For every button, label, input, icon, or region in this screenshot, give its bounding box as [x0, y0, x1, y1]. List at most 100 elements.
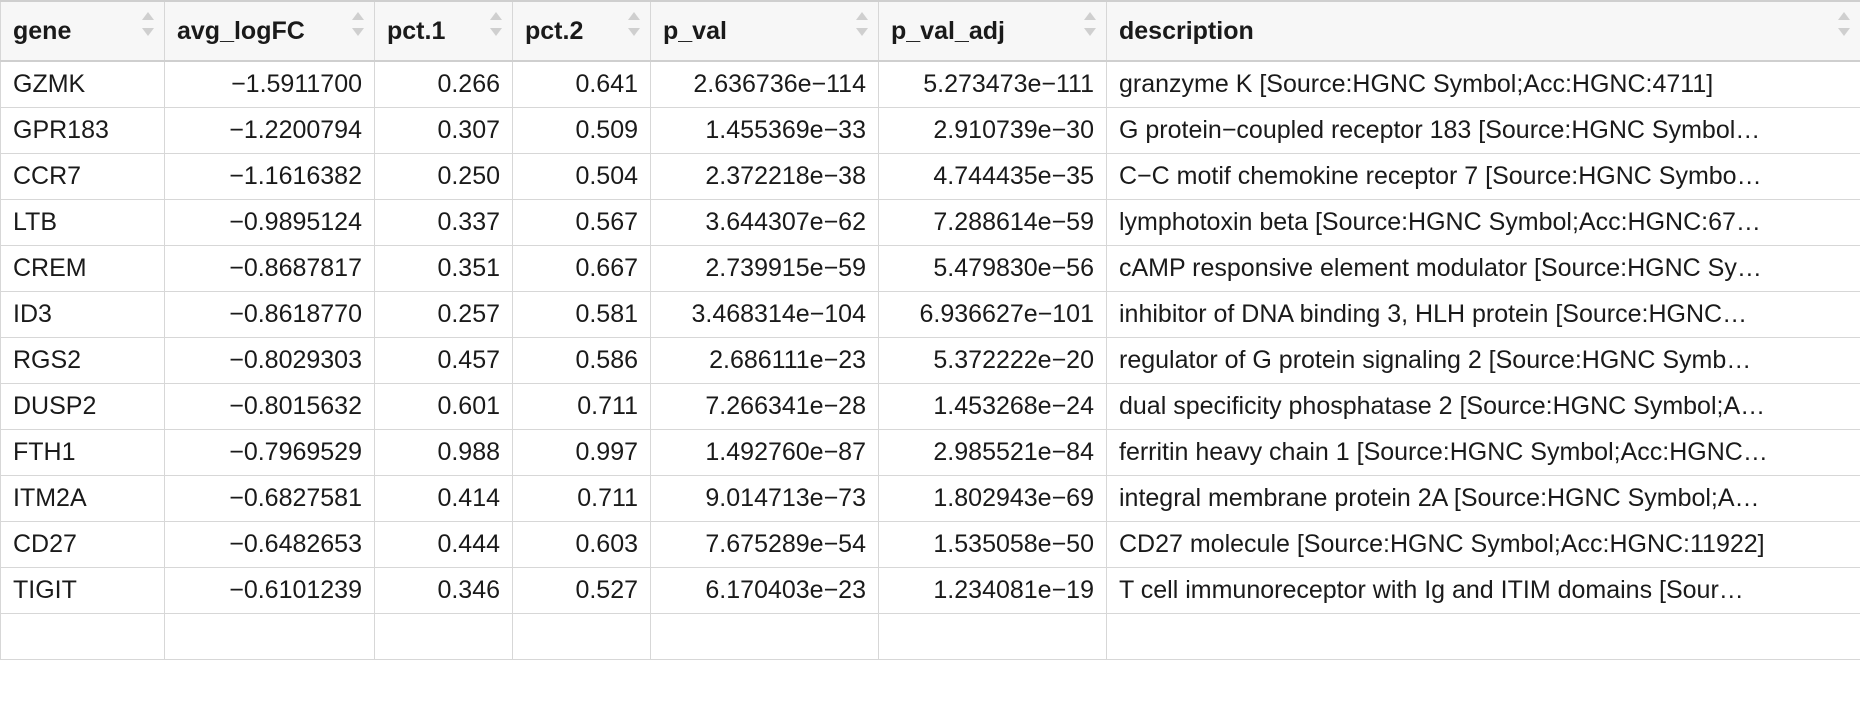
column-header-pct2[interactable]: pct.2: [512, 0, 651, 62]
cell-description: lymphotoxin beta [Source:HGNC Symbol;Acc…: [1106, 199, 1860, 246]
cell-pct2: 0.711: [512, 383, 651, 430]
column-header-label: gene: [13, 16, 72, 45]
cell-p_val: 6.170403e−23: [650, 567, 879, 614]
cell-p_val_adj: 1.453268e−24: [878, 383, 1107, 430]
cell-description: regulator of G protein signaling 2 [Sour…: [1106, 337, 1860, 384]
sort-arrows-icon[interactable]: [1084, 12, 1096, 36]
sort-arrows-icon[interactable]: [856, 12, 868, 36]
cell-avg_logFC: −0.8618770: [164, 291, 375, 338]
cell-description: C−C motif chemokine receptor 7 [Source:H…: [1106, 153, 1860, 200]
cell-avg_logFC: −1.5911700: [164, 60, 375, 108]
cell-p_val_adj: 7.288614e−59: [878, 199, 1107, 246]
cell-avg_logFC: −0.8015632: [164, 383, 375, 430]
cell-pct1: 0.307: [374, 107, 513, 154]
cell-p_val: 3.644307e−62: [650, 199, 879, 246]
column-header-p_val_adj[interactable]: p_val_adj: [878, 0, 1107, 62]
cell-pct1: 0.346: [374, 567, 513, 614]
table-row: ID3 −0.8618770 0.257 0.581 3.468314e−104 6.93…: [0, 291, 1860, 338]
cell-gene: [0, 613, 165, 660]
cell-pct2: 0.711: [512, 475, 651, 522]
cell-p_val: 2.686111e−23: [650, 337, 879, 384]
cell-description: integral membrane protein 2A [Source:HGN…: [1106, 475, 1860, 522]
cell-p_val: 7.266341e−28: [650, 383, 879, 430]
table-row: LTB −0.9895124 0.337 0.567 3.644307e−62 7.288…: [0, 199, 1860, 246]
cell-pct1: 0.444: [374, 521, 513, 568]
cell-p_val_adj: 1.234081e−19: [878, 567, 1107, 614]
cell-description: CD27 molecule [Source:HGNC Symbol;Acc:HG…: [1106, 521, 1860, 568]
differential-expression-table: gene avg_logFC pct.1 pct.2 p_val p_val_adj des…: [0, 0, 1860, 660]
cell-pct1: 0.988: [374, 429, 513, 476]
column-header-label: description: [1119, 16, 1254, 45]
column-header-label: pct.2: [525, 16, 584, 45]
cell-gene: ID3: [0, 291, 165, 338]
cell-p_val_adj: 5.273473e−111: [878, 60, 1107, 108]
column-header-description[interactable]: description: [1106, 0, 1860, 62]
cell-p_val_adj: 2.910739e−30: [878, 107, 1107, 154]
cell-pct2: 0.586: [512, 337, 651, 384]
table-row: [0, 613, 1860, 660]
sort-arrows-icon[interactable]: [1838, 12, 1850, 36]
table-body: GZMK −1.5911700 0.266 0.641 2.636736e−114 5.2…: [0, 60, 1860, 660]
column-header-p_val[interactable]: p_val: [650, 0, 879, 62]
cell-avg_logFC: −0.9895124: [164, 199, 375, 246]
cell-avg_logFC: −0.8029303: [164, 337, 375, 384]
header-row: gene avg_logFC pct.1 pct.2 p_val p_val_adj des…: [0, 0, 1860, 62]
cell-description: cAMP responsive element modulator [Sourc…: [1106, 245, 1860, 292]
cell-p_val: 2.739915e−59: [650, 245, 879, 292]
cell-p_val: 1.455369e−33: [650, 107, 879, 154]
cell-p_val_adj: 5.479830e−56: [878, 245, 1107, 292]
cell-pct1: 0.351: [374, 245, 513, 292]
sort-arrows-icon[interactable]: [352, 12, 364, 36]
cell-pct2: 0.603: [512, 521, 651, 568]
table-row: GPR183 −1.2200794 0.307 0.509 1.455369e−33 2.…: [0, 107, 1860, 154]
cell-description: G protein−coupled receptor 183 [Source:H…: [1106, 107, 1860, 154]
cell-gene: LTB: [0, 199, 165, 246]
sort-arrows-icon[interactable]: [142, 12, 154, 36]
sort-arrows-icon[interactable]: [490, 12, 502, 36]
cell-p_val_adj: 4.744435e−35: [878, 153, 1107, 200]
column-header-label: avg_logFC: [177, 16, 305, 45]
table-row: CCR7 −1.1616382 0.250 0.504 2.372218e−38 4.74…: [0, 153, 1860, 200]
column-header-avg_logFC[interactable]: avg_logFC: [164, 0, 375, 62]
cell-p_val: 2.636736e−114: [650, 60, 879, 108]
column-header-pct1[interactable]: pct.1: [374, 0, 513, 62]
cell-avg_logFC: −0.7969529: [164, 429, 375, 476]
cell-description: [1106, 613, 1860, 660]
cell-p_val: 1.492760e−87: [650, 429, 879, 476]
cell-pct2: 0.509: [512, 107, 651, 154]
cell-pct1: 0.250: [374, 153, 513, 200]
cell-pct1: 0.337: [374, 199, 513, 246]
column-header-label: p_val_adj: [891, 16, 1005, 45]
cell-pct2: 0.997: [512, 429, 651, 476]
cell-gene: FTH1: [0, 429, 165, 476]
cell-p_val_adj: 2.985521e−84: [878, 429, 1107, 476]
cell-p_val_adj: [878, 613, 1107, 660]
cell-avg_logFC: −0.6482653: [164, 521, 375, 568]
table-header: gene avg_logFC pct.1 pct.2 p_val p_val_adj des…: [0, 0, 1860, 62]
column-header-gene[interactable]: gene: [0, 0, 165, 62]
cell-description: granzyme K [Source:HGNC Symbol;Acc:HGNC:…: [1106, 60, 1860, 108]
cell-avg_logFC: [164, 613, 375, 660]
cell-pct1: 0.266: [374, 60, 513, 108]
table-row: TIGIT −0.6101239 0.346 0.527 6.170403e−23 1.2…: [0, 567, 1860, 614]
sort-arrows-icon[interactable]: [628, 12, 640, 36]
cell-p_val: 9.014713e−73: [650, 475, 879, 522]
cell-pct1: [374, 613, 513, 660]
cell-gene: DUSP2: [0, 383, 165, 430]
table-row: DUSP2 −0.8015632 0.601 0.711 7.266341e−28 1.4…: [0, 383, 1860, 430]
cell-avg_logFC: −1.1616382: [164, 153, 375, 200]
cell-pct2: [512, 613, 651, 660]
cell-pct2: 0.641: [512, 60, 651, 108]
cell-gene: GPR183: [0, 107, 165, 154]
cell-gene: CD27: [0, 521, 165, 568]
cell-avg_logFC: −0.8687817: [164, 245, 375, 292]
cell-avg_logFC: −0.6827581: [164, 475, 375, 522]
cell-avg_logFC: −0.6101239: [164, 567, 375, 614]
cell-gene: CCR7: [0, 153, 165, 200]
cell-pct2: 0.667: [512, 245, 651, 292]
cell-p_val_adj: 5.372222e−20: [878, 337, 1107, 384]
table-row: FTH1 −0.7969529 0.988 0.997 1.492760e−87 2.98…: [0, 429, 1860, 476]
table-row: RGS2 −0.8029303 0.457 0.586 2.686111e−23 5.37…: [0, 337, 1860, 384]
cell-gene: RGS2: [0, 337, 165, 384]
cell-p_val: 3.468314e−104: [650, 291, 879, 338]
